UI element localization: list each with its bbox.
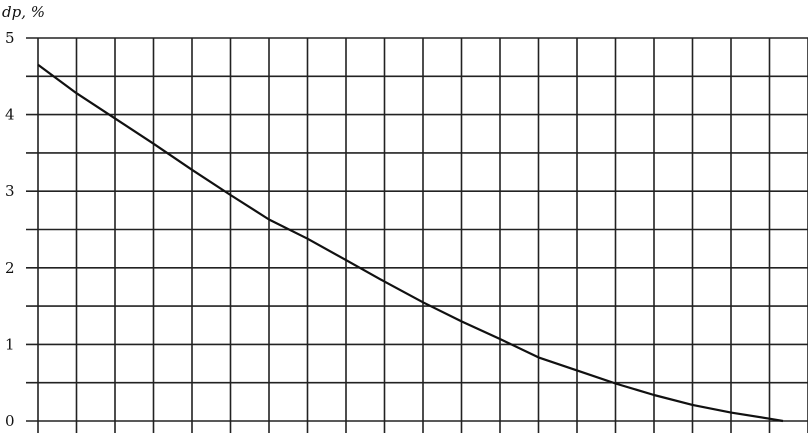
y-tick-label: 1 xyxy=(5,335,15,353)
series-line xyxy=(37,63,784,423)
y-tick-label: 5 xyxy=(5,29,15,47)
grid xyxy=(26,37,808,433)
y-axis-label: dp, % xyxy=(2,3,45,21)
y-tick-label: 2 xyxy=(5,259,15,277)
y-tick-labels: 0 1 2 3 4 5 xyxy=(5,29,15,430)
y-tick-label: 4 xyxy=(5,106,15,124)
y-tick-label: 0 xyxy=(5,412,15,430)
y-tick-label: 3 xyxy=(5,182,15,200)
